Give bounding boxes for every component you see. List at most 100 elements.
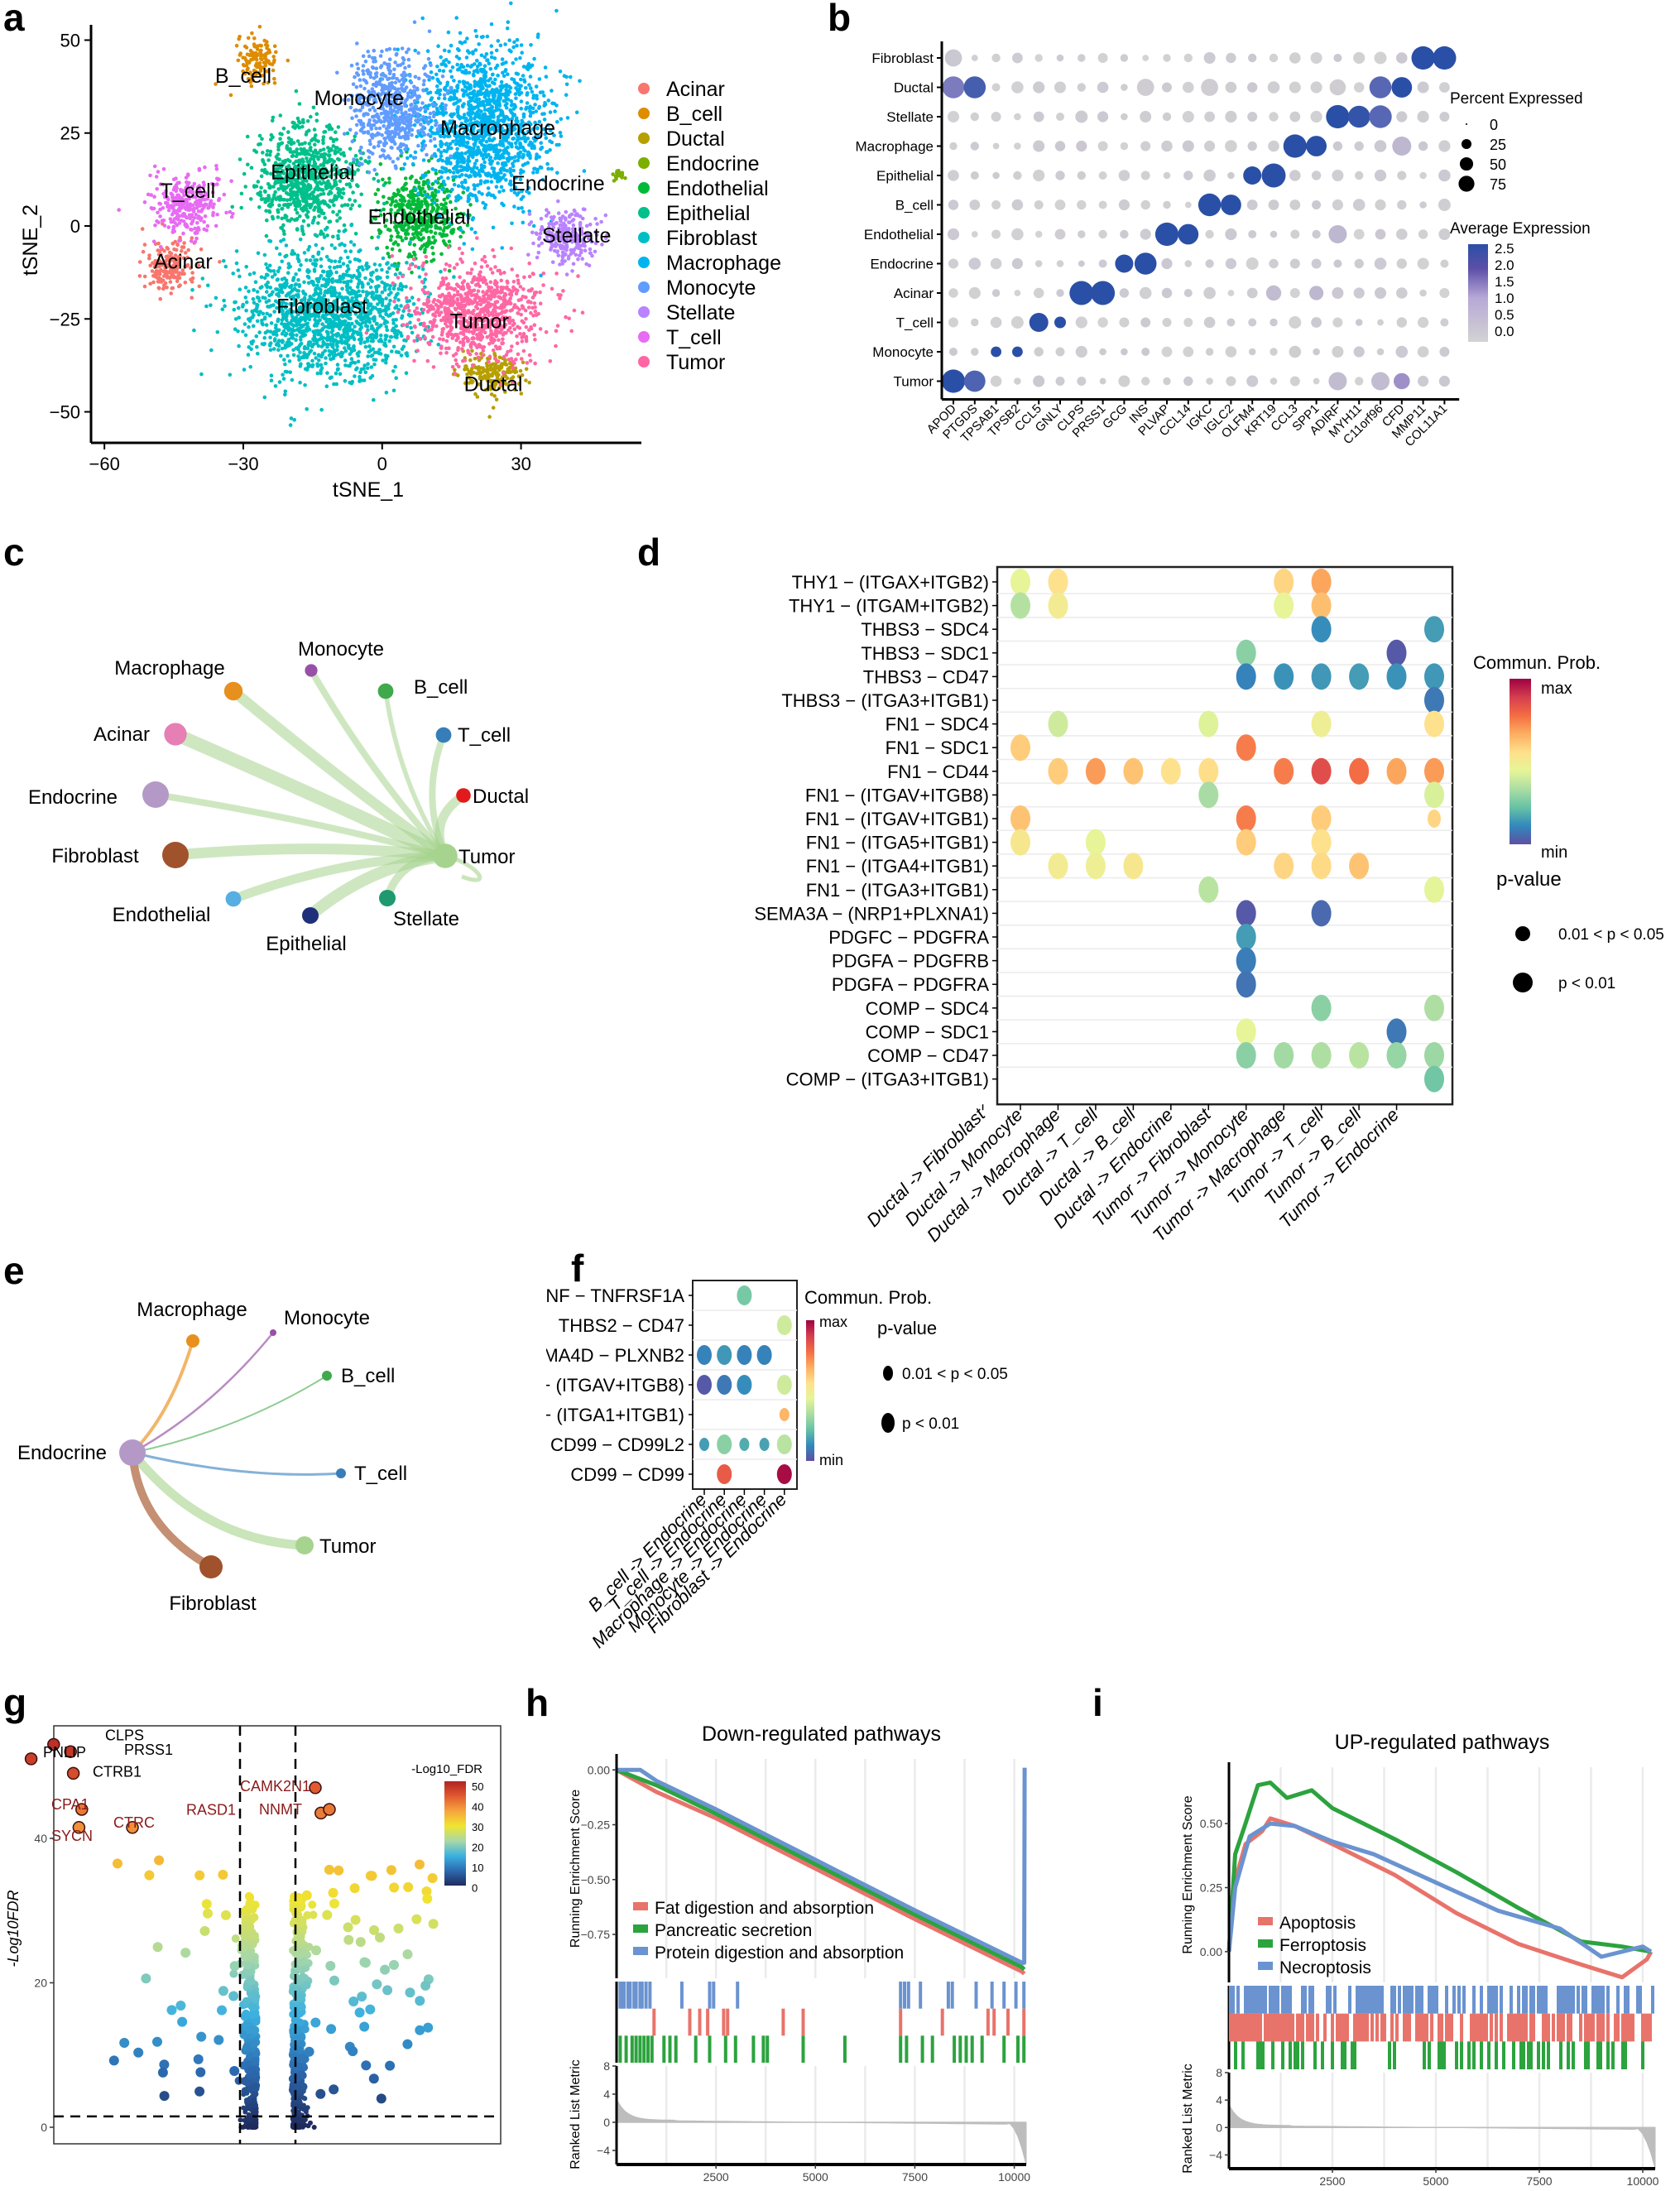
tsne-point [475,150,479,155]
tsne-point [504,95,508,99]
tsne-point [285,370,290,374]
tsne-point [442,210,446,215]
tsne-point [387,302,391,306]
tsne-point [242,322,247,326]
tsne-point [623,175,627,180]
tsne-point [283,254,287,259]
tsne-point [321,147,326,151]
tsne-point [214,82,218,86]
tsne-point [454,199,458,203]
tsne-point [369,219,373,223]
tsne-point [391,388,396,393]
tsne-point [559,134,564,138]
tsne-point [476,367,481,372]
tsne-point [481,156,486,161]
tsne-point [378,295,382,300]
tsne-point [435,207,440,211]
tsne-point [366,354,370,358]
tsne-point [485,364,489,368]
tsne-point [264,262,268,267]
tsne-point [262,315,267,320]
tsne-point [316,280,321,284]
tsne-point [408,74,412,78]
tsne-point [329,351,334,356]
tsne-point [436,44,440,48]
tsne-point [477,382,482,387]
tsne-point [463,364,468,368]
tsne-point [285,144,290,148]
tsne-point [278,137,282,141]
tsne-point [291,329,296,333]
tsne-point [329,185,334,190]
tsne-point [372,358,377,362]
tsne-point [248,70,252,74]
tsne-point [454,89,459,94]
tsne-point [519,99,524,103]
tsne-point [284,214,289,219]
tsne-point [243,185,248,189]
tsne-point [289,416,294,420]
tsne-point [327,348,332,353]
tsne-point [342,223,347,228]
tsne-point [521,74,526,78]
tsne-point [485,173,490,177]
tsne-point [427,235,431,240]
tsne-point [276,344,281,348]
tsne-point [490,80,495,84]
tsne-point [404,371,409,376]
tsne-point [176,260,180,265]
tsne-point [343,273,348,277]
tsne-point [431,257,436,262]
tsne-point [499,108,503,113]
tsne-point [363,370,368,375]
tsne-point [250,73,254,78]
tsne-point [441,228,446,233]
tsne-point [388,298,392,303]
tsne-point [326,159,331,163]
tsne-point [282,232,286,237]
tsne-point [356,66,361,71]
tsne-point [564,93,569,97]
tsne-point [378,229,383,234]
tsne-point [262,189,267,194]
tsne-point [320,327,324,332]
tsne-point [378,323,383,328]
tsne-point [411,302,416,306]
tsne-point [343,319,348,324]
tsne-point [335,219,339,223]
tsne-point [463,381,468,386]
tsne-point [415,202,420,207]
tsne-point [492,170,496,174]
tsne-point [299,318,304,322]
tsne-point [238,157,242,161]
tsne-point [277,252,282,257]
tsne-point [393,364,398,369]
tsne-point [422,132,427,137]
tsne-point [262,65,266,70]
tsne-point [540,90,545,94]
tsne-point [271,269,276,273]
tsne-point [410,232,415,237]
tsne-point [286,130,290,134]
tsne-point [532,56,536,61]
tsne-point [303,383,307,387]
tsne-point [267,293,271,298]
tsne-point [430,186,434,191]
tsne-point [396,190,401,194]
tsne-point [303,141,307,145]
tsne-point [439,220,444,224]
tsne-point [268,149,273,154]
tsne-point [357,350,362,354]
tsne-point [338,147,343,152]
tsne-point [327,204,332,209]
tsne-point [286,58,290,63]
tsne-point [313,317,317,322]
tsne-point [291,353,296,358]
tsne-point [271,115,276,120]
tsne-point [339,195,344,199]
tsne-point [249,57,253,62]
tsne-point [142,243,147,247]
tsne-point [377,143,381,148]
tsne-point [423,143,428,148]
tsne-point [286,321,290,325]
